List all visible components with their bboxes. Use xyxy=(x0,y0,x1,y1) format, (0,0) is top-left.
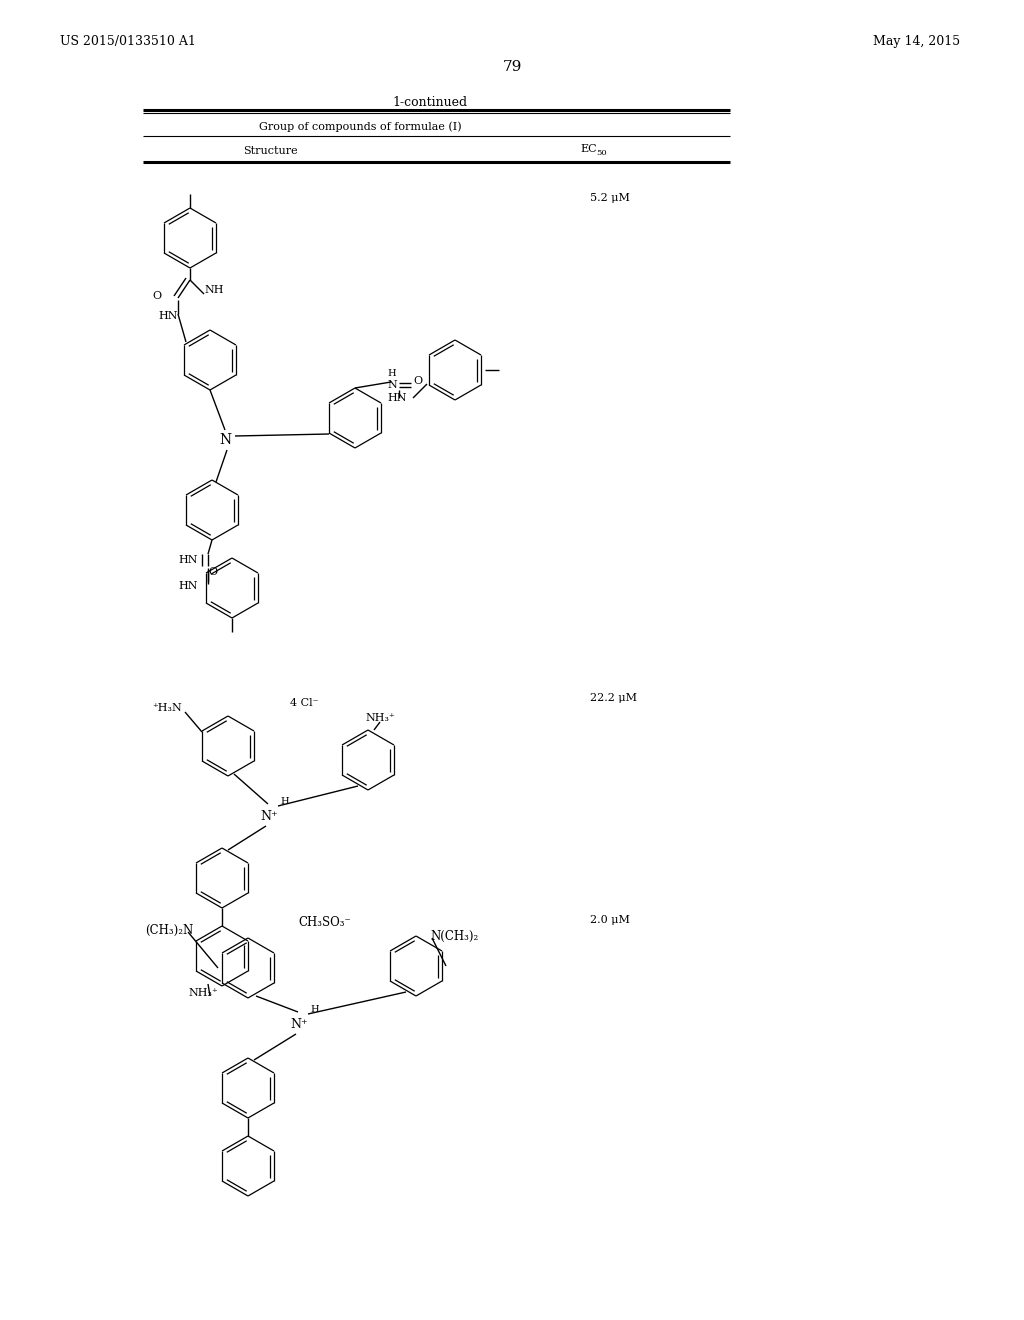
Text: N: N xyxy=(219,433,231,447)
Text: 22.2 μM: 22.2 μM xyxy=(590,693,637,704)
Text: 50: 50 xyxy=(596,149,606,157)
Text: H: H xyxy=(310,1006,318,1015)
Text: N(CH₃)₂: N(CH₃)₂ xyxy=(430,929,478,942)
Text: EC: EC xyxy=(580,144,597,154)
Text: H: H xyxy=(387,370,395,379)
Text: 4 Cl⁻: 4 Cl⁻ xyxy=(290,698,318,708)
Text: O: O xyxy=(152,290,161,301)
Text: H: H xyxy=(280,797,289,807)
Text: NH₃⁺: NH₃⁺ xyxy=(188,987,218,998)
Text: HN: HN xyxy=(387,393,407,403)
Text: ⁺H₃N: ⁺H₃N xyxy=(152,704,181,713)
Text: May 14, 2015: May 14, 2015 xyxy=(872,36,961,48)
Text: (CH₃)₂N: (CH₃)₂N xyxy=(145,924,194,936)
Text: 2.0 μM: 2.0 μM xyxy=(590,915,630,925)
Text: O: O xyxy=(413,376,422,385)
Text: O: O xyxy=(208,568,217,577)
Text: NH: NH xyxy=(204,285,223,294)
Text: 1-continued: 1-continued xyxy=(392,96,468,110)
Text: N⁺: N⁺ xyxy=(290,1018,307,1031)
Text: 79: 79 xyxy=(503,59,521,74)
Text: CH₃SO₃⁻: CH₃SO₃⁻ xyxy=(298,916,351,928)
Text: 5.2 μM: 5.2 μM xyxy=(590,193,630,203)
Text: Group of compounds of formulae (I): Group of compounds of formulae (I) xyxy=(259,121,462,132)
Text: HN: HN xyxy=(178,581,198,591)
Text: HN: HN xyxy=(158,312,177,321)
Text: NH₃⁺: NH₃⁺ xyxy=(365,713,394,723)
Text: Structure: Structure xyxy=(243,147,297,156)
Text: N: N xyxy=(387,380,396,389)
Text: N⁺: N⁺ xyxy=(260,809,278,822)
Text: US 2015/0133510 A1: US 2015/0133510 A1 xyxy=(60,36,196,48)
Text: HN: HN xyxy=(178,554,198,565)
